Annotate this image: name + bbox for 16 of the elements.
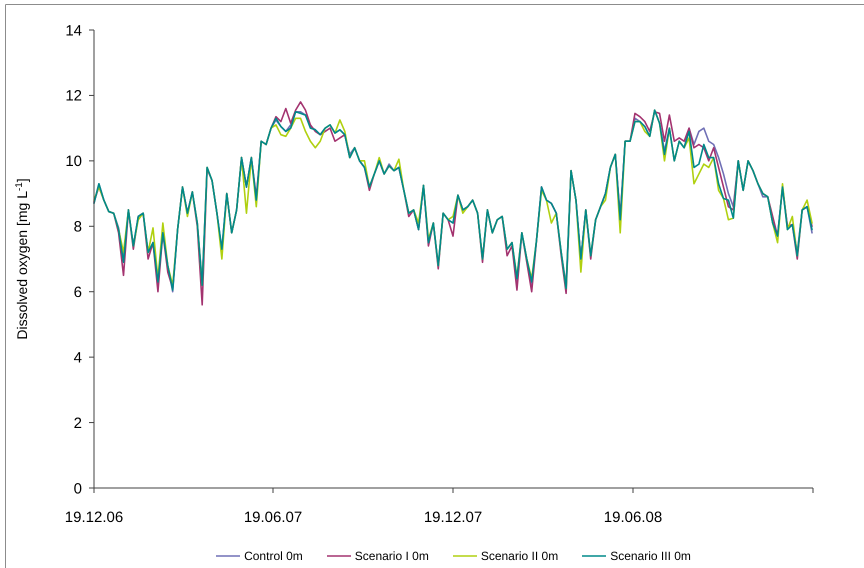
y-tick-label: 12 bbox=[65, 88, 82, 105]
legend-label: Scenario III 0m bbox=[610, 548, 691, 564]
y-tick-label: 10 bbox=[65, 153, 82, 170]
y-tick-label: 4 bbox=[74, 349, 82, 366]
x-tick-label: 19.12.06 bbox=[64, 509, 124, 526]
y-tick-label: 2 bbox=[74, 414, 82, 432]
legend-label: Scenario I 0m bbox=[354, 548, 429, 564]
legend-label: Scenario II 0m bbox=[480, 548, 558, 564]
y-tick-label: 8 bbox=[74, 218, 82, 236]
y-tick-label: 6 bbox=[74, 284, 82, 301]
legend-label: Control 0m bbox=[244, 548, 303, 564]
y-tick-label: 14 bbox=[65, 22, 82, 40]
y-tick-label: 0 bbox=[74, 480, 82, 498]
x-tick-label: 19.06.08 bbox=[604, 509, 662, 526]
x-tick-label: 19.12.07 bbox=[424, 509, 482, 526]
x-tick-label: 19.06.07 bbox=[244, 509, 302, 526]
